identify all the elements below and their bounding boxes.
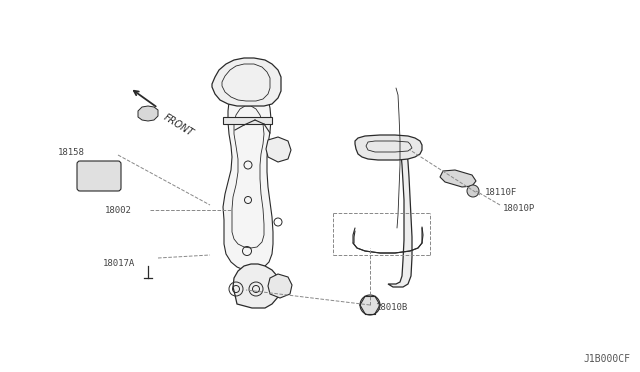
Polygon shape — [233, 264, 280, 308]
Polygon shape — [138, 106, 158, 121]
Polygon shape — [388, 144, 412, 287]
Text: 18010P: 18010P — [503, 203, 535, 212]
Circle shape — [467, 185, 479, 197]
Polygon shape — [212, 58, 281, 106]
Polygon shape — [268, 274, 292, 298]
Polygon shape — [266, 137, 291, 162]
Circle shape — [360, 295, 380, 315]
Text: 18158: 18158 — [58, 148, 85, 157]
Polygon shape — [440, 170, 476, 187]
Text: FRONT: FRONT — [162, 112, 195, 138]
Text: 18010B: 18010B — [376, 304, 408, 312]
Text: 18110F: 18110F — [485, 187, 517, 196]
FancyBboxPatch shape — [77, 161, 121, 191]
Text: 18002: 18002 — [105, 205, 132, 215]
Text: J1B000CF: J1B000CF — [583, 354, 630, 364]
Polygon shape — [223, 117, 272, 124]
Text: 18017A: 18017A — [103, 260, 135, 269]
Polygon shape — [355, 135, 422, 160]
Polygon shape — [223, 86, 273, 271]
